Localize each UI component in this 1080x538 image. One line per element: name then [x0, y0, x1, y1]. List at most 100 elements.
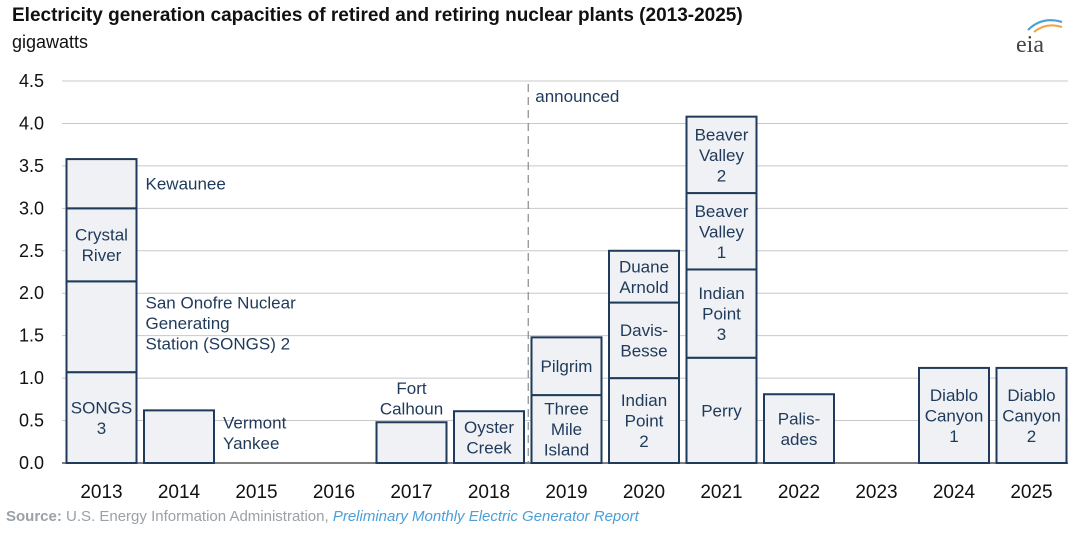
- bar-segment: Indian Point 3: [685, 268, 758, 359]
- bar-segment-rect: [65, 371, 138, 464]
- plant-label-line: Canyon: [1002, 406, 1061, 425]
- plant-label-line: Valley: [699, 146, 745, 165]
- plant-label-line: 2: [639, 432, 648, 451]
- y-tick-label: 3.0: [19, 198, 44, 218]
- plant-label: Davis- Besse: [620, 321, 668, 361]
- plant-label: Kewaunee: [146, 175, 226, 194]
- x-tick-label: 2017: [390, 482, 432, 503]
- x-tick-label: 2015: [235, 482, 277, 503]
- plant-label-line: Indian: [698, 284, 744, 303]
- announced-label: announced: [535, 87, 619, 106]
- plant-label: Beaver Valley 1: [695, 202, 749, 262]
- bar-segment-rect: [763, 393, 835, 464]
- bar-segment-rect: [143, 409, 215, 465]
- plant-label-line: Yankee: [223, 434, 279, 453]
- plant-label-line: Arnold: [619, 278, 668, 297]
- plant-label-line: Vermont: [223, 413, 287, 432]
- y-tick-label: 0.5: [19, 411, 44, 431]
- plant-label: SONGS 3: [71, 398, 132, 438]
- plant-label-line: Generating: [146, 314, 230, 333]
- plant-label: Oyster Creek: [464, 418, 514, 458]
- logo-arc-blue: [1027, 19, 1063, 31]
- x-tick-label: 2025: [1010, 482, 1052, 503]
- x-axis: 2013 2014 2015 2016 2017 2018 2019 2020 2021 2022…: [80, 482, 1052, 503]
- bar-segment-rect: [608, 301, 680, 380]
- bar-segment: Beaver Valley 2: [685, 115, 758, 195]
- plant-label-line: 3: [97, 419, 106, 438]
- plant-label: Diablo Canyon 2: [1002, 386, 1061, 446]
- bar-segment: Beaver Valley 1: [685, 192, 758, 271]
- bar-segment: Oyster Creek: [453, 410, 525, 464]
- plant-label-line: Point: [625, 412, 664, 431]
- plant-label-line: SONGS: [71, 398, 132, 417]
- plant-label-line: 2: [1027, 427, 1036, 446]
- plant-label: Indian Point 2: [621, 391, 667, 451]
- plant-label-line: Mile: [551, 420, 582, 439]
- bar-segment-rect: [375, 421, 448, 464]
- bar-segment: Crystal River: [65, 207, 138, 283]
- bar-segment-rect: [530, 336, 603, 397]
- bar-segment: Diablo Canyon 2: [995, 366, 1068, 464]
- plant-label-line: Canyon: [925, 406, 984, 425]
- plant-label-line: San Onofre Nuclear: [146, 293, 297, 312]
- bar-segment-rect: [608, 249, 680, 304]
- plant-label-line: Kewaunee: [146, 175, 226, 194]
- bar-segment: SONGS 3: [65, 371, 138, 464]
- bar-segment-rect: [685, 115, 758, 195]
- plant-label-line: Palis-: [778, 409, 821, 428]
- source-note: Source: U.S. Energy Information Administ…: [6, 508, 639, 525]
- plant-label-line: Calhoun: [380, 399, 443, 418]
- bar-segment: Perry: [685, 356, 758, 464]
- y-tick-label: 0.0: [19, 453, 44, 473]
- y-tick-label: 1.0: [19, 368, 44, 388]
- bar-segment: Fort Calhoun: [375, 379, 448, 464]
- x-tick-label: 2020: [623, 482, 665, 503]
- plant-label-line: Creek: [466, 438, 512, 457]
- plant-label-line: Perry: [701, 401, 742, 420]
- plant-label: Pilgrim: [541, 357, 593, 376]
- bar-segment: Kewaunee: [65, 158, 226, 210]
- plant-label: San Onofre Nuclear Generating Station (SON…: [146, 293, 297, 353]
- bar-segment-rect: [685, 268, 758, 359]
- x-tick-label: 2022: [778, 482, 820, 503]
- bar-segment-rect: [608, 377, 680, 464]
- announced-divider: announced: [527, 84, 619, 463]
- plant-label-line: Pilgrim: [541, 357, 593, 376]
- unit-label: gigawatts: [12, 32, 89, 52]
- x-tick-label: 2016: [313, 482, 355, 503]
- y-tick-label: 2.5: [19, 241, 44, 261]
- y-tick-label: 1.5: [19, 326, 44, 346]
- bar-segment-rect: [453, 410, 525, 464]
- plant-label-line: 2: [717, 166, 726, 185]
- plant-label-line: Island: [544, 441, 589, 460]
- plant-label: Three Mile Island: [544, 400, 589, 460]
- bar-segment: Palis-ades: [763, 393, 835, 464]
- source-publication-link[interactable]: Preliminary Monthly Electric Generator R…: [332, 508, 639, 525]
- logo-arc-orange: [1033, 24, 1063, 33]
- x-tick-label: 2014: [158, 482, 201, 503]
- y-axis: 0.0 0.5 1.0 1.5 2.0 2.5 3.0 3.5 4.0 4.5: [19, 71, 1068, 473]
- plant-label: Perry: [701, 401, 742, 420]
- y-tick-label: 3.5: [19, 156, 44, 176]
- chart-title: Electricity generation capacities of ret…: [12, 5, 743, 26]
- plant-label-line: Diablo: [930, 386, 978, 405]
- plant-label: Crystal River: [75, 226, 128, 265]
- plant-label-line: River: [82, 246, 122, 265]
- x-tick-label: 2013: [80, 482, 122, 503]
- y-tick-label: 2.0: [19, 283, 44, 303]
- eia-logo: eia: [1016, 19, 1063, 56]
- plant-label-line: Beaver: [695, 125, 749, 144]
- x-tick-label: 2019: [545, 482, 587, 503]
- plant-label: Indian Point 3: [698, 284, 744, 344]
- plant-label-line: Davis-: [620, 321, 668, 340]
- plant-label-line: Station (SONGS) 2: [146, 334, 291, 353]
- bar-segment-rect: [65, 207, 138, 283]
- plant-label-line: Three: [544, 400, 588, 419]
- bar-segment: Duane Arnold: [608, 249, 680, 304]
- plant-label: Beaver Valley 2: [695, 125, 749, 185]
- bar-segment: Diablo Canyon 1: [918, 366, 990, 464]
- plant-label-line: Point: [702, 305, 741, 324]
- x-tick-label: 2021: [700, 482, 742, 503]
- bar-segment-rect: [65, 280, 138, 374]
